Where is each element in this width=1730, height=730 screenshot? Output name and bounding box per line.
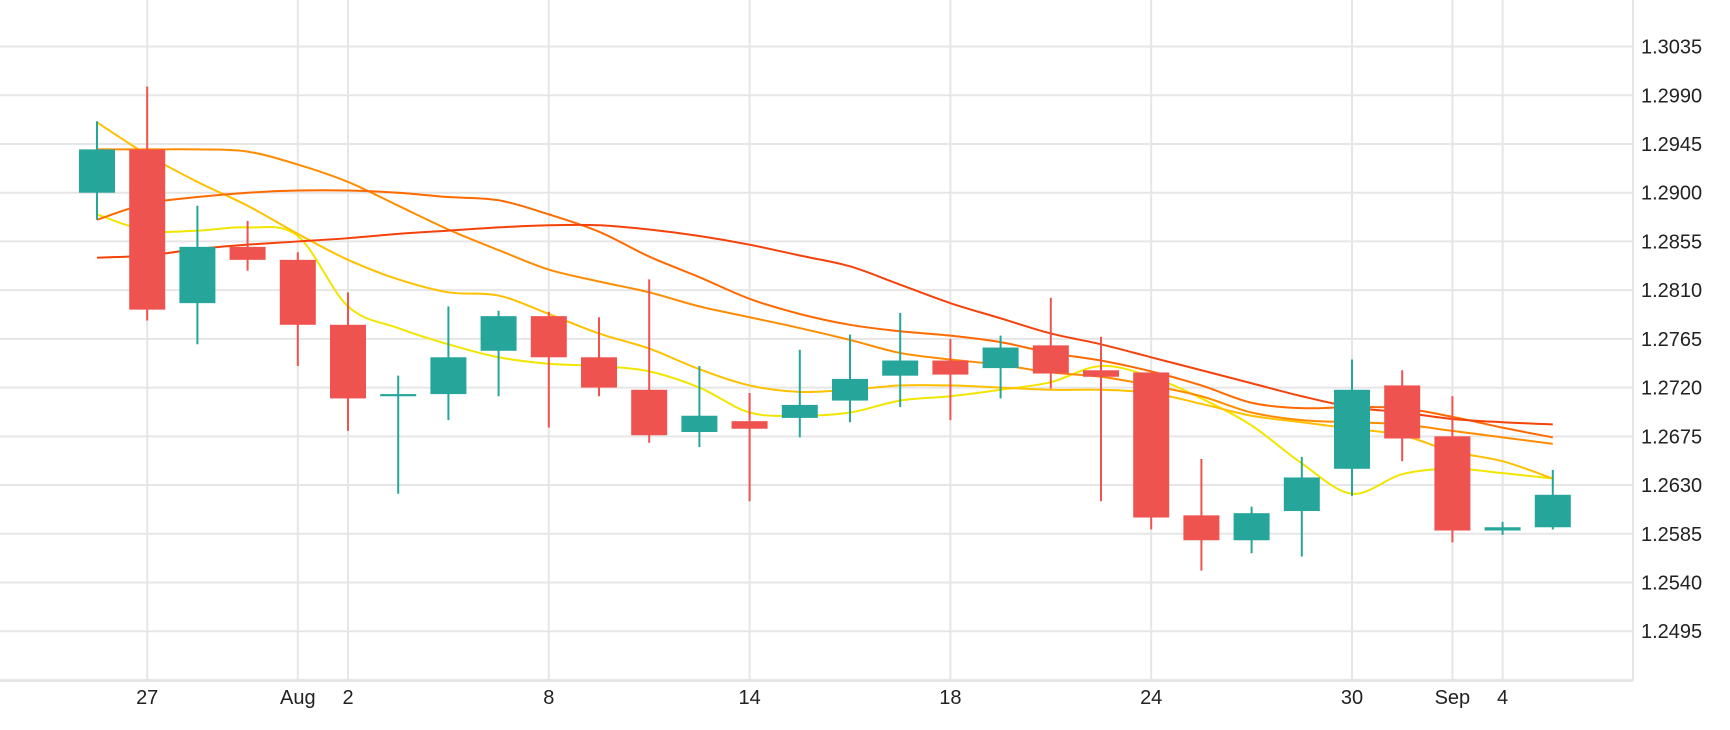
- date-tick-label: Aug: [280, 687, 316, 709]
- candle-body: [129, 149, 166, 310]
- price-tick-label: 1.3035: [1641, 37, 1702, 59]
- candle-down: [1434, 396, 1471, 543]
- candle-up: [1283, 456, 1320, 557]
- candle-body: [1032, 345, 1069, 374]
- candle-body: [530, 316, 567, 358]
- candle-body: [480, 316, 517, 351]
- candle-body: [1534, 494, 1571, 528]
- candle-body: [631, 389, 668, 436]
- date-tick-label: 2: [342, 687, 353, 709]
- candle-up: [882, 312, 919, 408]
- candle-body: [1183, 515, 1220, 541]
- candle-down: [1133, 372, 1170, 530]
- candle-body: [430, 357, 467, 395]
- candle-body: [731, 421, 768, 429]
- moving-average-line: [96, 223, 1553, 426]
- candle-down: [581, 317, 617, 397]
- date-tick-label: 4: [1497, 687, 1508, 709]
- candles: [79, 86, 1571, 571]
- candle-body: [1484, 527, 1521, 531]
- candle-body: [832, 378, 868, 401]
- candle-up: [380, 375, 417, 494]
- date-tick-label: 30: [1341, 687, 1363, 709]
- candle-up: [1534, 469, 1571, 530]
- candle-body: [330, 324, 366, 399]
- candle-up: [430, 306, 467, 421]
- date-tick-label: 18: [939, 687, 961, 709]
- candle-up: [982, 335, 1019, 399]
- candle-down: [1083, 336, 1119, 502]
- candle-body: [1283, 477, 1320, 512]
- price-tick-label: 1.2945: [1641, 134, 1702, 156]
- candle-up: [179, 205, 216, 345]
- candle-down: [330, 292, 366, 431]
- candle-up: [681, 365, 718, 448]
- candle-up: [1334, 359, 1370, 496]
- price-tick-label: 1.2675: [1641, 426, 1702, 448]
- price-tick-label: 1.2585: [1641, 524, 1702, 546]
- candle-body: [1334, 389, 1370, 469]
- candle-body: [279, 259, 316, 325]
- candle-body: [882, 360, 919, 376]
- candle-body: [1434, 436, 1471, 531]
- candle-body: [1083, 370, 1119, 377]
- candle-up: [480, 310, 517, 397]
- date-tick-label: Sep: [1435, 687, 1471, 709]
- candle-body: [1233, 513, 1270, 541]
- price-axis: 1.3035 1.2990 1.2945 1.2900 1.2855 1.2810 1.27…: [1632, 0, 1702, 681]
- candle-down: [932, 338, 969, 421]
- candle-down: [129, 86, 166, 321]
- candle-body: [79, 149, 115, 193]
- candle-down: [530, 311, 567, 428]
- price-tick-label: 1.2855: [1641, 231, 1702, 253]
- price-tick-label: 1.2810: [1641, 280, 1702, 302]
- candle-down: [731, 393, 768, 502]
- candle-body: [179, 246, 216, 304]
- date-tick-label: 27: [136, 687, 158, 709]
- candle-body: [982, 347, 1019, 369]
- time-axis: 27 Aug 2 8 14 18 24 30 Sep 4: [0, 680, 1633, 709]
- candle-body: [1384, 385, 1421, 439]
- candle-down: [1183, 459, 1220, 571]
- candle-down: [1384, 370, 1421, 462]
- price-tick-label: 1.2720: [1641, 378, 1702, 400]
- candle-up: [1233, 506, 1270, 554]
- date-tick-label: 8: [543, 687, 554, 709]
- candle-down: [1032, 297, 1069, 389]
- price-tick-label: 1.2990: [1641, 85, 1702, 107]
- price-tick-label: 1.2630: [1641, 475, 1702, 497]
- price-tick-label: 1.2765: [1641, 329, 1702, 351]
- date-tick-label: 14: [738, 687, 760, 709]
- moving-average-line: [96, 213, 1553, 495]
- candle-body: [1133, 372, 1170, 518]
- candle-up: [781, 349, 818, 438]
- moving-average-line: [96, 121, 1554, 480]
- candle-body: [380, 394, 417, 397]
- candle-body: [581, 357, 617, 388]
- date-tick-label: 24: [1140, 687, 1162, 709]
- candle-body: [932, 360, 969, 375]
- candle-up: [79, 121, 115, 220]
- price-tick-label: 1.2495: [1641, 621, 1702, 643]
- candle-body: [781, 404, 818, 418]
- moving-average-lines: [96, 121, 1554, 495]
- moving-average-line: [96, 148, 1553, 445]
- candle-down: [631, 279, 668, 443]
- moving-average-line: [96, 189, 1553, 439]
- candle-down: [279, 252, 316, 366]
- candle-body: [229, 246, 266, 260]
- price-tick-label: 1.2900: [1641, 183, 1702, 205]
- candle-body: [681, 415, 718, 432]
- price-tick-label: 1.2540: [1641, 572, 1702, 594]
- candle-down: [229, 220, 266, 271]
- candle-up: [1484, 521, 1521, 535]
- candle-up: [832, 334, 868, 423]
